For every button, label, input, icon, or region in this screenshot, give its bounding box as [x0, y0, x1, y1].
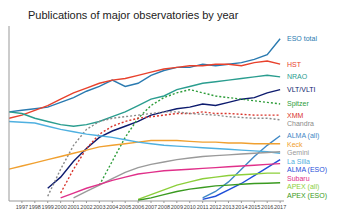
- svg-text:1999: 1999: [42, 204, 54, 210]
- svg-text:La Silla: La Silla: [287, 158, 310, 165]
- svg-text:Gemini: Gemini: [287, 149, 310, 156]
- svg-text:2005: 2005: [119, 204, 131, 210]
- svg-text:Chandra: Chandra: [287, 120, 314, 127]
- svg-text:2001: 2001: [67, 204, 79, 210]
- svg-text:2003: 2003: [93, 204, 105, 210]
- svg-text:APEX (all): APEX (all): [287, 183, 319, 191]
- svg-text:ALMA (all): ALMA (all): [287, 132, 319, 140]
- svg-text:XMM: XMM: [287, 112, 304, 119]
- svg-text:2014: 2014: [235, 204, 247, 210]
- svg-text:2016: 2016: [261, 204, 273, 210]
- svg-text:2004: 2004: [106, 204, 118, 210]
- svg-text:Subaru: Subaru: [287, 175, 310, 182]
- svg-text:2007: 2007: [145, 204, 157, 210]
- svg-text:2011: 2011: [197, 204, 209, 210]
- svg-text:1998: 1998: [29, 204, 41, 210]
- svg-text:Spitzer: Spitzer: [287, 100, 309, 108]
- svg-text:1997: 1997: [16, 204, 28, 210]
- svg-text:2012: 2012: [209, 204, 221, 210]
- svg-text:2010: 2010: [184, 204, 196, 210]
- svg-text:ESO total: ESO total: [287, 35, 317, 42]
- svg-text:2013: 2013: [222, 204, 234, 210]
- svg-text:HST: HST: [287, 61, 302, 68]
- svg-text:2006: 2006: [132, 204, 144, 210]
- svg-text:2008: 2008: [158, 204, 170, 210]
- svg-text:APEX (ESO): APEX (ESO): [287, 192, 327, 200]
- html-text:Publications of major observat: Publications of major observatories by y…: [28, 9, 239, 21]
- svg-text:NRAO: NRAO: [287, 73, 308, 80]
- svg-text:VLT/VLTI: VLT/VLTI: [287, 86, 316, 93]
- svg-text:ALMA (ESO): ALMA (ESO): [287, 166, 327, 174]
- svg-text:Keck: Keck: [287, 141, 303, 148]
- svg-text:2017: 2017: [274, 204, 286, 210]
- svg-text:2000: 2000: [55, 204, 67, 210]
- svg-text:2009: 2009: [171, 204, 183, 210]
- svg-text:2015: 2015: [248, 204, 260, 210]
- svg-text:2002: 2002: [80, 204, 92, 210]
